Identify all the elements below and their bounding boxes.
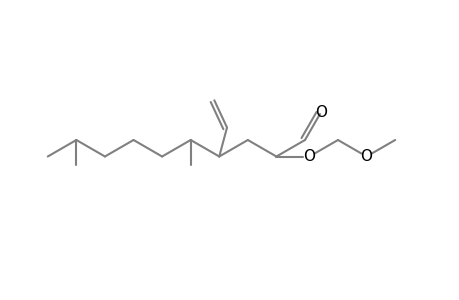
Text: O: O <box>303 149 315 164</box>
Text: O: O <box>314 104 326 119</box>
Text: O: O <box>360 149 372 164</box>
